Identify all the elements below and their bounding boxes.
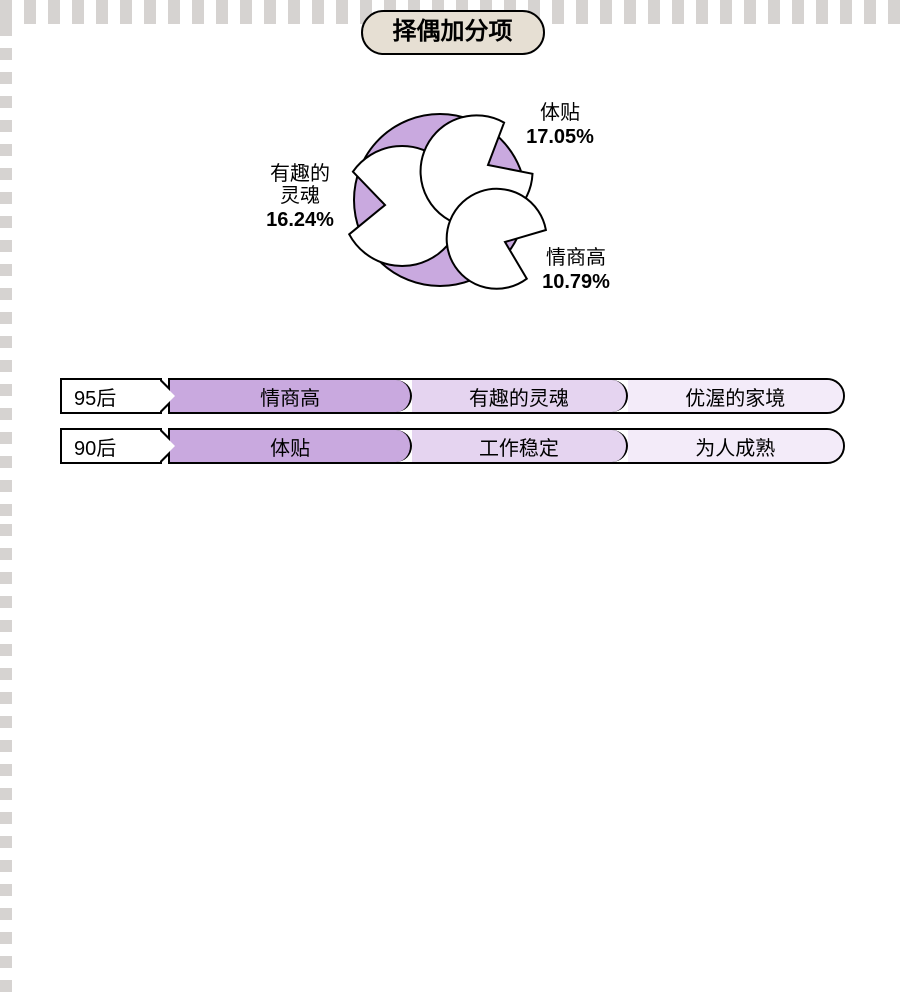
bar-row: 95后 情商高 有趣的灵魂 优渥的家境 xyxy=(60,378,845,414)
bar-segment-label: 情商高 xyxy=(260,382,320,411)
bar-segment: 情商高 xyxy=(170,380,412,412)
bar-segment-label: 优渥的家境 xyxy=(685,382,785,411)
bar-segment-label: 体贴 xyxy=(270,432,310,461)
row-bars: 情商高 有趣的灵魂 优渥的家境 xyxy=(168,378,845,414)
bar-segment-label: 为人成熟 xyxy=(695,432,775,461)
callout-bubble-right xyxy=(447,189,546,289)
row-label-text: 95后 xyxy=(74,382,116,411)
row-label: 90后 xyxy=(60,428,162,464)
row-label-text: 90后 xyxy=(74,432,116,461)
border-right xyxy=(0,524,12,1000)
row-bars: 体贴 工作稳定 为人成熟 xyxy=(168,428,845,464)
callout-label-right: 情商高 xyxy=(546,246,606,269)
bar-segment-label: 有趣的灵魂 xyxy=(469,382,569,411)
bar-segment: 工作稳定 xyxy=(412,430,627,462)
callout-label2-left: 灵魂 xyxy=(280,184,320,207)
bar-segment: 体贴 xyxy=(170,430,412,462)
callout-value-top: 17.05% xyxy=(526,126,594,148)
bar-row: 90后 体贴 工作稳定 为人成熟 xyxy=(60,428,845,464)
bar-segment: 有趣的灵魂 xyxy=(412,380,627,412)
callout-label-left: 有趣的 xyxy=(270,162,330,185)
callout-value-right: 10.79% xyxy=(542,271,610,293)
row-label: 95后 xyxy=(60,378,162,414)
callout-label-top: 体贴 xyxy=(540,101,580,124)
bubble-diagram: 择偶加分项有趣的灵魂16.24%体贴17.05%情商高10.79% xyxy=(0,0,905,500)
bar-segment: 优渥的家境 xyxy=(628,380,843,412)
infographic-stage: 择偶加分项 择偶加分项有趣的灵魂16.24%体贴17.05%情商高10.79% … xyxy=(0,0,905,500)
bar-segment: 为人成熟 xyxy=(628,430,843,462)
bar-segment-label: 工作稳定 xyxy=(479,432,559,461)
callout-value-left: 16.24% xyxy=(266,209,334,231)
